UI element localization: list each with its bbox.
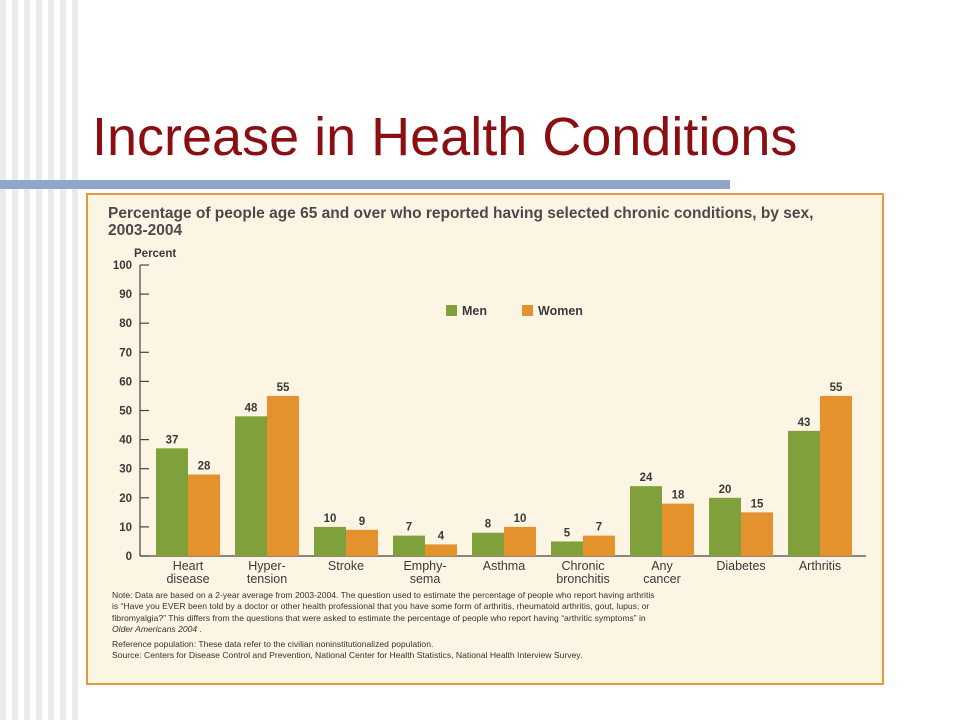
y-tick-label: 100 [113, 260, 132, 272]
data-label: 43 [798, 417, 811, 429]
bar-men [393, 535, 425, 556]
legend-swatch-men [446, 305, 457, 316]
y-tick-label: 20 [119, 493, 132, 505]
chart-title: Percentage of people age 65 and over who… [108, 205, 814, 239]
y-tick-label: 80 [119, 318, 132, 330]
bar-men [235, 416, 267, 556]
title-underline [0, 180, 730, 189]
data-label: 7 [596, 522, 602, 534]
bar-women [346, 529, 378, 556]
bar-men [314, 526, 346, 556]
bar-women [504, 526, 536, 556]
chart-panel: Percentage of people age 65 and over who… [86, 193, 884, 685]
data-label: 18 [672, 490, 685, 502]
bar-men [709, 497, 741, 556]
category-label: sema [410, 572, 441, 586]
y-tick-label: 10 [119, 522, 132, 534]
category-label: disease [166, 572, 209, 586]
category-label: Hyper- [248, 559, 286, 573]
category-label: Any [651, 559, 673, 573]
reference-population: Reference population: These data refer t… [112, 638, 434, 649]
legend-label: Men [462, 304, 487, 318]
data-label: 20 [719, 484, 732, 496]
y-tick-label: 90 [119, 289, 132, 301]
source-line: Source: Centers for Disease Control and … [112, 650, 583, 661]
data-label: 55 [830, 382, 843, 394]
category-label: Chronic [561, 559, 604, 573]
y-tick-label: 60 [119, 376, 132, 388]
y-axis-label: Percent [134, 248, 176, 260]
chart-notes: Note: Data are based on a 2-year average… [112, 590, 872, 661]
category-label: Stroke [328, 559, 364, 573]
bar-men [156, 448, 188, 556]
category-label: Arthritis [799, 559, 841, 573]
bar-women [662, 503, 694, 556]
data-label: 9 [359, 516, 365, 528]
y-tick-label: 70 [119, 347, 132, 359]
data-label: 24 [640, 472, 653, 484]
bar-women [425, 544, 457, 556]
data-label: 7 [406, 522, 412, 534]
category-label: cancer [643, 572, 681, 586]
note-line: fibromyalgia?” This differs from the que… [112, 612, 646, 623]
bar-men [788, 430, 820, 556]
data-label: 8 [485, 519, 492, 531]
category-label: tension [247, 572, 287, 586]
note-line: is “Have you EVER been told by a doctor … [112, 601, 650, 612]
data-label: 37 [166, 434, 179, 446]
bar-women [820, 395, 852, 556]
data-label: 28 [198, 461, 211, 473]
y-tick-label: 0 [126, 551, 132, 563]
y-tick-label: 30 [119, 464, 132, 476]
bar-women [188, 474, 220, 556]
category-label: Heart [173, 559, 204, 573]
note-line: Note: Data are based on a 2-year average… [112, 590, 655, 600]
bar-women [741, 512, 773, 556]
bar-women [267, 395, 299, 556]
y-tick-label: 50 [119, 406, 132, 418]
legend-label: Women [538, 304, 583, 318]
data-label: 48 [245, 402, 258, 414]
category-label: Asthma [483, 559, 525, 573]
slide-title: Increase in Health Conditions [92, 107, 798, 167]
bar-men [551, 541, 583, 556]
data-label: 10 [514, 513, 527, 525]
data-label: 5 [564, 527, 571, 539]
category-label: Emphy- [403, 559, 446, 573]
bar-women [583, 535, 615, 556]
data-label: 4 [438, 530, 445, 542]
data-label: 10 [324, 513, 337, 525]
category-label: Diabetes [716, 559, 765, 573]
data-label: 55 [277, 382, 290, 394]
y-tick-label: 40 [119, 435, 132, 447]
bar-chart: Percent 0 10 20 30 40 50 60 70 80 90 100 37 28 Heartdi… [113, 248, 866, 586]
bar-men [630, 486, 662, 556]
note-line: Older Americans 2004 . [112, 624, 202, 635]
legend-swatch-women [522, 305, 533, 316]
decorative-stripes [0, 0, 82, 720]
data-label: 15 [751, 498, 764, 510]
category-label: bronchitis [556, 572, 610, 586]
bar-men [472, 532, 504, 556]
